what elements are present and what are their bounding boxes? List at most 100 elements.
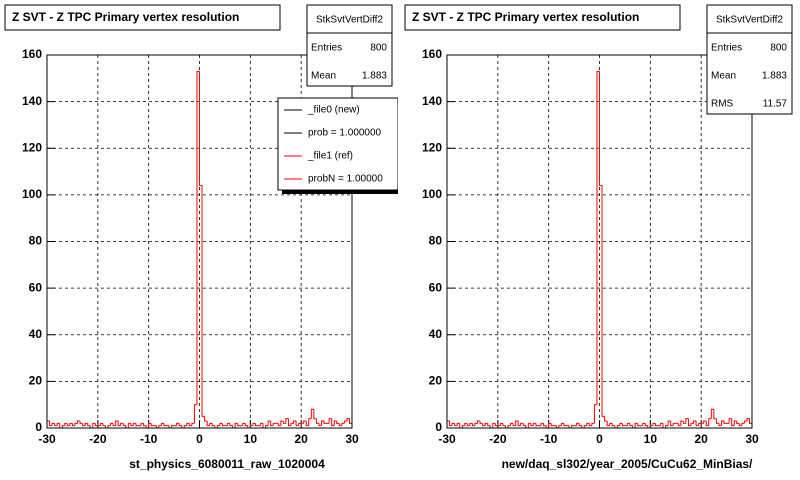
histogram-bin xyxy=(158,425,162,428)
histogram-bin xyxy=(532,422,536,426)
stats-value: 800 xyxy=(770,43,787,54)
chart-title: Z SVT - Z TPC Primary vertex resolution xyxy=(412,10,639,24)
histogram-bin xyxy=(619,422,623,426)
y-tick-label: 20 xyxy=(29,374,43,388)
histogram-bin xyxy=(690,422,694,426)
histogram-bin xyxy=(687,418,691,427)
histogram-bin xyxy=(308,418,312,426)
histogram-bin xyxy=(596,70,600,405)
histogram-bin xyxy=(741,422,745,426)
histogram-bin xyxy=(211,423,215,427)
histogram-bin xyxy=(611,423,615,427)
histogram-bin xyxy=(298,422,302,426)
legend-label: prob = 1.000000 xyxy=(308,128,382,139)
x-tick-label: -30 xyxy=(38,432,56,446)
histogram-bin xyxy=(466,423,470,427)
histogram-bin xyxy=(578,423,582,427)
histogram-bin xyxy=(721,420,725,426)
histogram-bin xyxy=(454,423,458,427)
y-tick-label: 160 xyxy=(422,47,442,61)
histogram-bin xyxy=(51,422,55,426)
histogram-bin xyxy=(343,420,347,424)
y-tick-label: 120 xyxy=(22,140,42,154)
histogram-bin xyxy=(604,416,608,422)
histogram-bin xyxy=(728,418,732,424)
histogram-bin xyxy=(338,423,342,427)
histogram-bin xyxy=(277,423,281,427)
histogram-bin xyxy=(677,423,681,427)
histogram-bin xyxy=(310,408,314,419)
histogram-bin xyxy=(718,423,722,427)
histogram-bin xyxy=(305,421,309,427)
histogram-bin xyxy=(64,422,68,426)
histogram-bin xyxy=(226,422,230,426)
histogram-bin xyxy=(183,425,187,428)
histogram-bin xyxy=(84,422,88,426)
histogram-bin xyxy=(660,422,664,426)
histogram-bin xyxy=(517,421,521,427)
histogram-bin xyxy=(621,423,625,427)
histogram-bin xyxy=(171,425,175,428)
y-tick-label: 140 xyxy=(22,94,42,108)
histogram-bin xyxy=(461,425,465,428)
histogram-bin xyxy=(591,422,595,426)
histogram-bin xyxy=(49,421,53,427)
x-tick-label: -10 xyxy=(140,432,158,446)
histogram-bin xyxy=(267,420,271,426)
histogram-bin xyxy=(280,420,284,426)
histogram-panel: Z SVT - Z TPC Primary vertex resolution 0… xyxy=(404,4,793,471)
histogram-bin xyxy=(160,422,164,426)
histogram-bin xyxy=(331,418,335,427)
histogram-bin xyxy=(626,422,630,426)
histogram-bin xyxy=(713,409,717,420)
histogram-bin xyxy=(199,71,203,187)
histogram-bin xyxy=(502,423,506,427)
histogram-bin xyxy=(176,422,180,426)
histogram-bin xyxy=(107,425,111,428)
histogram-bin xyxy=(148,422,152,428)
histogram-bin xyxy=(487,423,491,427)
histogram-bin xyxy=(191,422,195,426)
histogram-bin xyxy=(237,423,241,427)
histogram-bin xyxy=(74,422,78,426)
histogram-bin xyxy=(79,421,83,424)
histogram-bin xyxy=(341,422,345,426)
histogram-bin xyxy=(127,422,131,428)
histogram-bin xyxy=(290,422,294,426)
histogram-bin xyxy=(571,425,575,428)
histogram-bin xyxy=(654,423,658,427)
histogram-bin xyxy=(115,420,119,426)
histogram-bin xyxy=(616,425,620,428)
histogram-bin xyxy=(644,423,648,427)
plot-frame xyxy=(46,54,353,429)
histogram-bin xyxy=(474,422,478,426)
histogram-bin xyxy=(321,420,325,426)
histogram-bin xyxy=(652,422,656,426)
title-box xyxy=(4,4,281,31)
stats-value: 800 xyxy=(370,43,387,54)
histogram-bin xyxy=(71,423,75,427)
histogram-bin xyxy=(328,418,332,424)
histogram-bin xyxy=(588,423,592,427)
histogram-bin xyxy=(705,421,709,427)
histogram-bin xyxy=(285,418,289,424)
histogram-bin xyxy=(731,418,735,427)
histogram-bin xyxy=(484,422,488,426)
histogram-bin xyxy=(112,423,116,427)
legend-label: _file1 (ref) xyxy=(307,151,353,162)
histogram-bin xyxy=(163,423,167,427)
histogram-bin xyxy=(244,423,248,427)
histogram-bin xyxy=(510,422,514,426)
stats-label: Entries xyxy=(711,43,742,54)
stats-box xyxy=(706,4,793,115)
stats-name: StkSvtVertDiff2 xyxy=(716,15,784,26)
histogram-bin xyxy=(680,420,684,426)
histogram-bin xyxy=(77,420,81,424)
x-tick-label: 30 xyxy=(745,432,759,446)
y-tick-label: 80 xyxy=(429,234,443,248)
histogram-bin xyxy=(670,421,674,427)
histogram-bin xyxy=(629,423,633,427)
stats-name: StkSvtVertDiff2 xyxy=(316,15,384,26)
